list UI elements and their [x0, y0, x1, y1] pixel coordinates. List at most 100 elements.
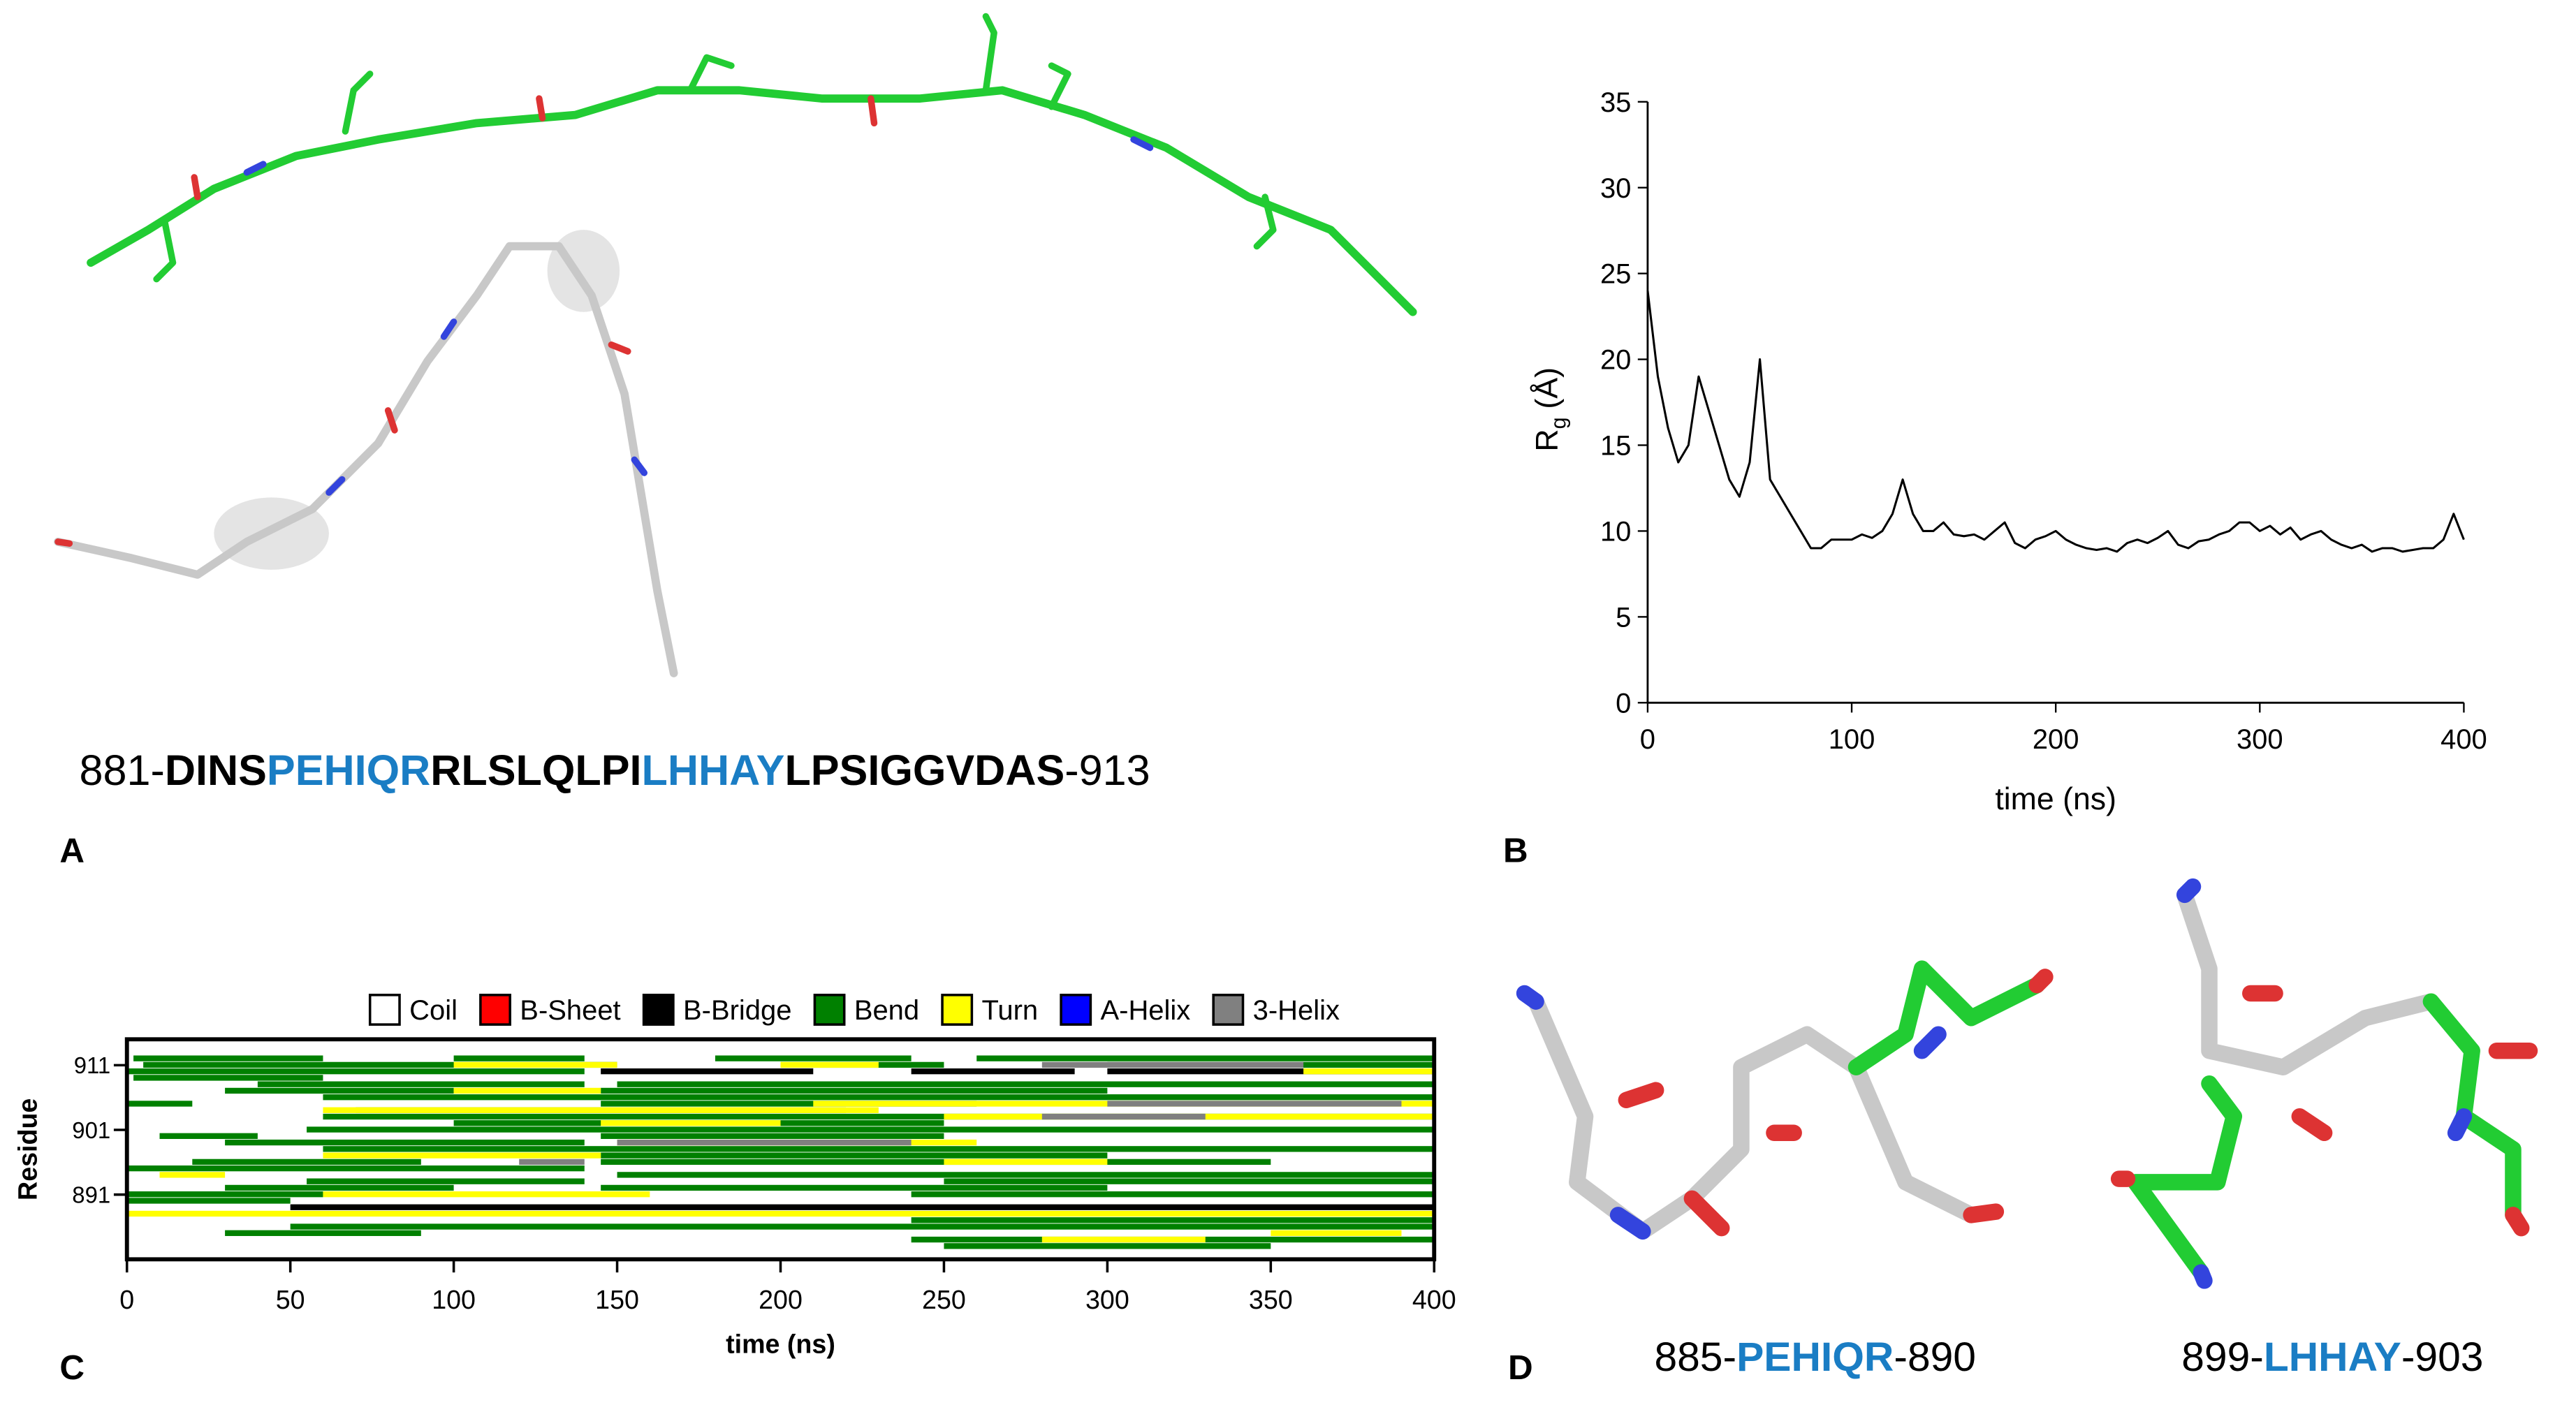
structure-segment — [944, 1159, 1108, 1165]
legend-swatch — [642, 994, 675, 1026]
structure-segment — [323, 1107, 879, 1113]
rg-line — [1646, 291, 2465, 553]
side-chain — [153, 218, 177, 283]
structure-segment — [159, 1133, 258, 1139]
backbone — [2422, 993, 2522, 1223]
structure-segment — [617, 1139, 912, 1146]
atom — [1683, 1190, 1730, 1237]
fragment-left — [1516, 960, 2054, 1240]
panel-letter: A — [59, 831, 85, 869]
side-chain — [342, 71, 374, 135]
structure-segment — [601, 1184, 1108, 1191]
legend-label: B-Bridge — [683, 995, 791, 1026]
y-tick-label: 911 — [74, 1052, 110, 1078]
legend-label: A-Helix — [1100, 995, 1190, 1026]
structure-segment — [453, 1055, 585, 1061]
structure-segment — [225, 1230, 421, 1236]
sequence-part: LPSIGGVDAS — [784, 747, 1064, 794]
panel-letter: D — [1508, 1348, 1533, 1387]
structure-segment — [911, 1217, 1435, 1223]
structure-segment — [601, 1133, 944, 1139]
side-chain — [1048, 62, 1071, 110]
x-tick-label: 300 — [2237, 724, 2283, 755]
fragment-part: PEHIQR — [1736, 1334, 1894, 1380]
y-tick-label: 901 — [72, 1117, 110, 1143]
structure-segment — [143, 1061, 617, 1068]
panel-letter: C — [59, 1348, 85, 1387]
atom — [1913, 1026, 1947, 1059]
structure-segment — [307, 1126, 1435, 1133]
legend-label: B-Sheet — [520, 995, 620, 1026]
y-tick-label: 20 — [1600, 345, 1631, 376]
fragment-part: LHHAY — [2264, 1334, 2401, 1380]
structure-segment — [1107, 1101, 1402, 1107]
atom — [868, 95, 878, 127]
x-axis-label: time (ns) — [726, 1329, 835, 1358]
structure-segment — [126, 1068, 585, 1075]
structure-segment — [192, 1159, 421, 1165]
atom — [1130, 136, 1154, 152]
atom — [2505, 1207, 2530, 1237]
structure-segment — [780, 1061, 879, 1068]
structure-segment — [159, 1172, 226, 1178]
atom — [536, 95, 546, 122]
sequence-part: 881- — [80, 747, 165, 794]
structure-segment — [225, 1184, 454, 1191]
structure-segment — [323, 1113, 1435, 1120]
molecule-a-compact — [54, 230, 678, 677]
y-label-sub: g — [1546, 417, 1570, 429]
y-axis-label: Residue — [13, 1098, 42, 1200]
x-axis-label: time (ns) — [1995, 782, 2116, 816]
sequence-part: RLSLQLPI — [430, 747, 641, 794]
structure-segment — [715, 1055, 912, 1061]
legend-swatch — [1060, 994, 1092, 1026]
side-chain — [687, 54, 735, 94]
structure-segment — [601, 1152, 1108, 1159]
y-label-part: R — [1530, 429, 1565, 451]
y-tick-label: 0 — [1616, 688, 1631, 719]
fragment-part: -890 — [1894, 1334, 1976, 1380]
structure-segment — [453, 1087, 601, 1094]
structure-segment — [617, 1081, 1435, 1087]
structure-segment — [126, 1101, 193, 1107]
atom — [1963, 1203, 2005, 1223]
structure-segment — [133, 1055, 323, 1061]
side-chain — [1253, 193, 1277, 250]
atom — [384, 407, 398, 434]
x-tick-label: 50 — [276, 1285, 305, 1314]
y-label-part: (Å) — [1530, 367, 1565, 409]
structure-segment — [453, 1061, 617, 1068]
legend-label: Coil — [409, 995, 458, 1026]
structure-segment — [323, 1094, 1435, 1101]
atom — [243, 161, 267, 176]
backbone — [1528, 993, 1979, 1240]
structure-segment — [1041, 1061, 1304, 1068]
y-axis-label: Rg (Å) — [1530, 367, 1571, 452]
legend-swatch — [813, 994, 846, 1026]
structure-segment — [290, 1204, 1435, 1210]
y-tick-label: 15 — [1600, 431, 1631, 462]
structure-segment — [126, 1210, 1435, 1217]
fragment-label: 885-PEHIQR-890 — [1654, 1334, 1976, 1380]
x-tick-label: 100 — [1829, 724, 1875, 755]
backbone — [87, 86, 1417, 316]
x-tick-label: 200 — [759, 1285, 803, 1314]
y-tick-label: 30 — [1600, 173, 1631, 204]
y-tick-label: 35 — [1600, 87, 1631, 118]
structure-segment — [519, 1159, 585, 1165]
structure-segment — [1041, 1113, 1206, 1120]
atom — [54, 538, 73, 547]
molecule-a-extended — [87, 13, 1417, 316]
fragment-part: -903 — [2401, 1334, 2484, 1380]
structure-segment — [1303, 1068, 1435, 1075]
x-tick-label: 250 — [922, 1285, 966, 1314]
atom — [2193, 1264, 2213, 1289]
structure-segment — [601, 1159, 1271, 1165]
fragment-right — [2110, 878, 2538, 1289]
backbone — [2127, 1075, 2243, 1281]
structure-segment — [911, 1191, 1435, 1198]
atom — [2447, 1108, 2473, 1142]
sequence-part: DINS — [165, 747, 267, 794]
